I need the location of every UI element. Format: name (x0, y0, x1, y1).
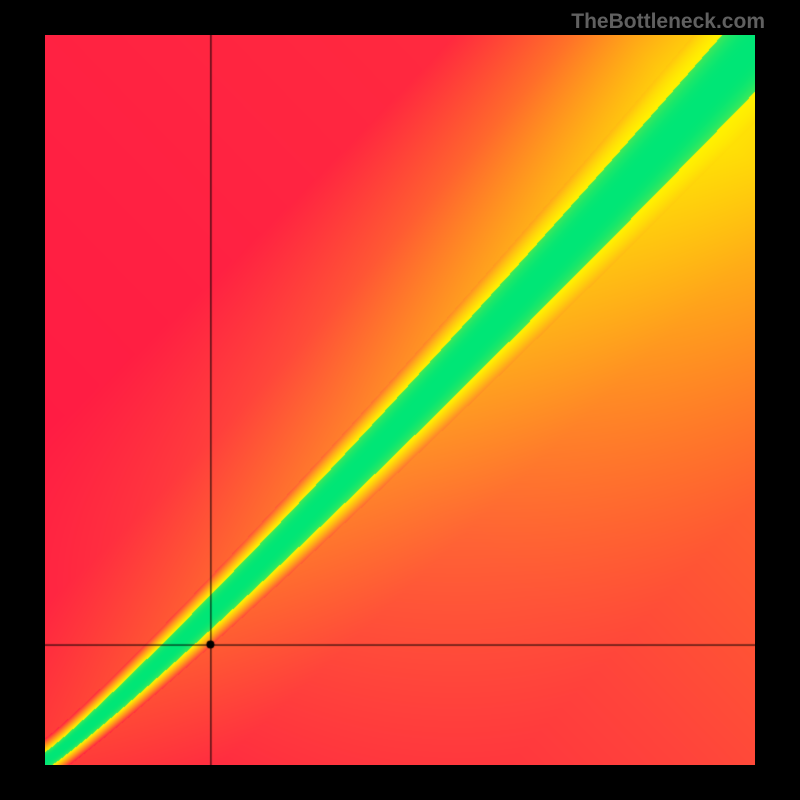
heatmap-plot (45, 35, 755, 765)
watermark-text: TheBottleneck.com (571, 10, 765, 34)
heatmap-canvas (45, 35, 755, 765)
